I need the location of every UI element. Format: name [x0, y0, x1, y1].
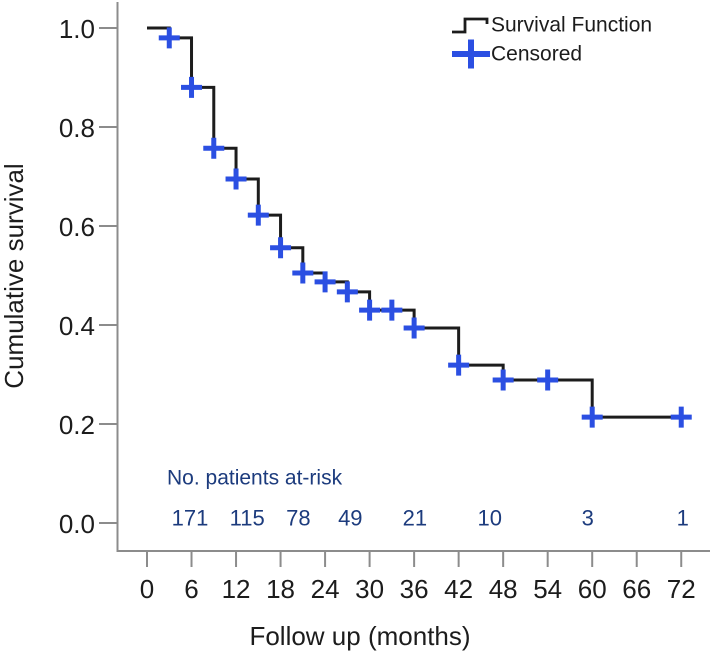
- x-tick-label: 42: [444, 574, 473, 604]
- censor-mark: [158, 27, 180, 49]
- at-risk-count: 78: [286, 506, 310, 531]
- censor-mark: [314, 271, 336, 293]
- x-tick-label: 12: [222, 574, 251, 604]
- y-tick-label: 0.6: [59, 212, 95, 242]
- x-axis-title: Follow up (months): [249, 621, 470, 651]
- censor-mark: [381, 299, 403, 321]
- censor-mark: [203, 137, 225, 159]
- y-axis-title: Cumulative survival: [0, 163, 29, 388]
- censor-mark: [247, 204, 269, 226]
- censor-mark: [492, 369, 514, 391]
- at-risk-count: 3: [582, 506, 594, 531]
- y-tick-label: 0.4: [59, 311, 95, 341]
- axes: 0.0 0.2 0.4 0.6 0.8 1.0 0 6 12 18 24 30 36 42 48 54 60 66…: [59, 2, 710, 604]
- x-tick-label: 54: [533, 574, 562, 604]
- censor-mark: [336, 281, 358, 303]
- censor-mark: [537, 369, 559, 391]
- x-tick-label: 30: [355, 574, 384, 604]
- legend-censored-label: Censored: [491, 43, 582, 66]
- censor-mark: [270, 237, 292, 259]
- at-risk-count: 49: [338, 506, 362, 531]
- survival-curve: [147, 26, 685, 419]
- x-tick-label: 24: [311, 574, 340, 604]
- survival-step-line-icon: [452, 17, 489, 34]
- x-tick-label: 72: [667, 574, 696, 604]
- at-risk-count: 1: [677, 506, 689, 531]
- chart-plot-area: 0.0 0.2 0.4 0.6 0.8 1.0 0 6 12 18 24 30 36 42 48 54 60 66…: [59, 2, 710, 604]
- at-risk-count: 10: [478, 506, 502, 531]
- legend: Survival Function Censored: [452, 14, 652, 69]
- x-tick-label: 18: [266, 574, 295, 604]
- y-tick-label: 1.0: [59, 14, 95, 44]
- at-risk-count: 171: [172, 506, 209, 531]
- y-tick-label: 0.8: [59, 113, 95, 143]
- at-risk-title: No. patients at-risk: [167, 467, 343, 490]
- at-risk-count: 115: [230, 506, 265, 531]
- censor-mark: [581, 406, 603, 428]
- legend-survival-label: Survival Function: [491, 14, 652, 37]
- censor-mark: [403, 317, 425, 339]
- censor-mark: [670, 406, 692, 428]
- x-tick-label: 60: [578, 574, 607, 604]
- censor-mark: [181, 76, 203, 98]
- censor-mark: [359, 299, 381, 321]
- censor-mark: [225, 168, 247, 190]
- censor-mark: [448, 354, 470, 376]
- censored-plus-icon: [452, 39, 490, 69]
- x-tick-label: 48: [489, 574, 518, 604]
- censor-mark: [292, 262, 314, 284]
- at-risk-count: 21: [403, 506, 427, 531]
- x-tick-label: 6: [184, 574, 198, 604]
- x-tick-label: 36: [400, 574, 429, 604]
- y-tick-label: 0.2: [59, 410, 95, 440]
- at-risk-row: 171 115 78 49 21 10 3 1: [172, 506, 689, 531]
- y-tick-label: 0.0: [59, 509, 95, 539]
- x-tick-label: 0: [140, 574, 154, 604]
- x-tick-label: 66: [622, 574, 651, 604]
- censored-marks: [158, 27, 692, 428]
